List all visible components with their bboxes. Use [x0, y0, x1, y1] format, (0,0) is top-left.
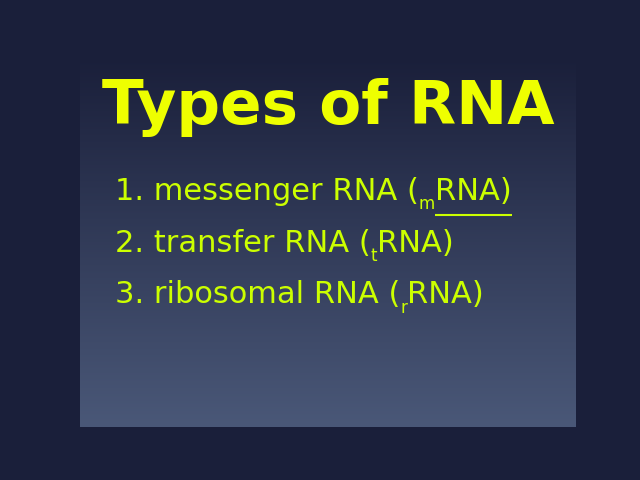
- Text: Types of RNA: Types of RNA: [102, 78, 554, 137]
- Text: RNA): RNA): [435, 177, 511, 206]
- Text: 3. ribosomal RNA (: 3. ribosomal RNA (: [115, 280, 400, 310]
- Text: RNA): RNA): [407, 280, 484, 310]
- Text: t: t: [371, 247, 377, 265]
- Text: 2. transfer RNA (: 2. transfer RNA (: [115, 228, 371, 258]
- Text: RNA): RNA): [377, 228, 454, 258]
- Text: 1. messenger RNA (: 1. messenger RNA (: [115, 177, 419, 206]
- Text: r: r: [400, 299, 407, 317]
- Text: m: m: [419, 195, 435, 213]
